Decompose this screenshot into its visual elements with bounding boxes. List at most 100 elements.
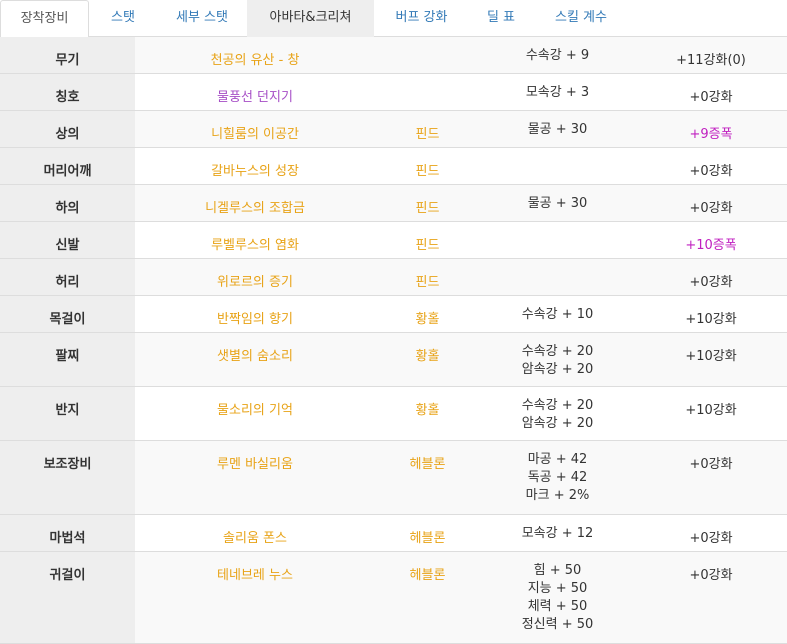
stat-line: 암속강 + 20 xyxy=(521,362,594,377)
table-row: 목걸이 반짝임의 향기 황홀 수속강 + 10 +10강화 xyxy=(0,296,787,333)
enhance-level: +0강화 xyxy=(689,164,733,179)
enhance-level: +0강화 xyxy=(689,531,733,546)
item-stats xyxy=(480,148,635,158)
stat-line: 마크 + 2% xyxy=(525,488,590,503)
table-row: 신발 루벨루스의 염화 핀드 +10증폭 xyxy=(0,222,787,259)
item-type: 핀드 xyxy=(415,127,440,142)
item-type xyxy=(375,37,480,49)
stat-line: 정신력 + 50 xyxy=(521,617,594,632)
stat-line: 독공 + 42 xyxy=(527,470,588,485)
stat-line: 모속강 + 3 xyxy=(525,85,590,100)
table-row: 하의 니겔루스의 조합금 핀드 물공 + 30 +0강화 xyxy=(0,185,787,222)
enhance-level: +10강화 xyxy=(685,312,737,327)
enhance-level: +0강화 xyxy=(689,275,733,290)
item-stats: 물공 + 30 xyxy=(480,111,635,139)
table-row: 팔찌 샛별의 숨소리 황홀 수속강 + 20 암속강 + 20 +10강화 xyxy=(0,333,787,387)
item-name: 천공의 유산 - 창 xyxy=(210,53,300,68)
tab-buff-enhance[interactable]: 버프 강화 xyxy=(395,10,448,25)
item-type: 황홀 xyxy=(415,403,440,418)
item-stats: 힘 + 50 지능 + 50 체력 + 50 정신력 + 50 xyxy=(480,552,635,634)
item-name: 루멘 바실리움 xyxy=(217,457,293,472)
slot-label: 귀걸이 xyxy=(0,552,135,643)
table-row: 허리 위로르의 증기 핀드 +0강화 xyxy=(0,259,787,296)
stat-line: 수속강 + 9 xyxy=(525,48,590,63)
item-name: 갈바누스의 성장 xyxy=(211,164,299,179)
item-name: 샛별의 숨소리 xyxy=(217,349,293,364)
item-stats: 수속강 + 9 xyxy=(480,37,635,65)
table-row: 칭호 물풍선 던지기 모속강 + 3 +0강화 xyxy=(0,74,787,111)
slot-label: 칭호 xyxy=(0,74,135,110)
enhance-level: +0강화 xyxy=(689,568,733,583)
slot-label: 허리 xyxy=(0,259,135,295)
slot-label: 마법석 xyxy=(0,515,135,551)
slot-label: 신발 xyxy=(0,222,135,258)
slot-label: 보조장비 xyxy=(0,441,135,514)
item-type: 핀드 xyxy=(415,275,440,290)
stat-line: 암속강 + 20 xyxy=(521,416,594,431)
slot-label: 팔찌 xyxy=(0,333,135,386)
item-stats: 수속강 + 20 암속강 + 20 xyxy=(480,387,635,433)
item-name: 솔리움 폰스 xyxy=(223,531,287,546)
item-name: 니겔루스의 조합금 xyxy=(205,201,305,216)
stat-line: 힘 + 50 xyxy=(533,563,582,578)
item-stats xyxy=(480,259,635,269)
stat-line: 물공 + 30 xyxy=(527,122,588,137)
enhance-level: +0강화 xyxy=(689,457,733,472)
stat-line: 마공 + 42 xyxy=(527,452,588,467)
item-stats: 물공 + 30 xyxy=(480,185,635,213)
tab-bar: 장착장비 스탯 세부 스탯 아바타&크리쳐 버프 강화 딜 표 스킬 계수 xyxy=(0,0,787,38)
table-row: 무기 천공의 유산 - 창 수속강 + 9 +11강화(0) xyxy=(0,37,787,74)
slot-label: 목걸이 xyxy=(0,296,135,332)
item-name: 반짝임의 향기 xyxy=(217,312,293,327)
stat-line: 수속강 + 10 xyxy=(521,307,594,322)
item-name: 위로르의 증기 xyxy=(217,275,293,290)
tab-equipment[interactable]: 장착장비 xyxy=(0,0,89,38)
slot-label: 무기 xyxy=(0,37,135,73)
item-type: 헤블론 xyxy=(409,457,446,472)
item-stats: 모속강 + 3 xyxy=(480,74,635,102)
table-row: 보조장비 루멘 바실리움 헤블론 마공 + 42 독공 + 42 마크 + 2% +0강화 xyxy=(0,441,787,515)
item-stats: 수속강 + 20 암속강 + 20 xyxy=(480,333,635,379)
stat-line: 수속강 + 20 xyxy=(521,344,594,359)
tab-avatar-creature[interactable]: 아바타&크리쳐 xyxy=(247,0,374,37)
item-type xyxy=(375,74,480,86)
table-row: 머리어깨 갈바누스의 성장 핀드 +0강화 xyxy=(0,148,787,185)
item-type: 핀드 xyxy=(415,201,440,216)
item-type: 황홀 xyxy=(415,312,440,327)
item-type: 핀드 xyxy=(415,164,440,179)
item-stats xyxy=(480,222,635,232)
enhance-level: +0강화 xyxy=(689,90,733,105)
tab-skill-coeff[interactable]: 스킬 계수 xyxy=(555,10,607,25)
stat-line: 수속강 + 20 xyxy=(521,398,594,413)
tab-detail-stats[interactable]: 세부 스탯 xyxy=(176,10,228,25)
table-row: 반지 물소리의 기억 황홀 수속강 + 20 암속강 + 20 +10강화 xyxy=(0,387,787,441)
enhance-level: +10강화 xyxy=(685,403,737,418)
slot-label: 머리어깨 xyxy=(0,148,135,184)
item-name: 물소리의 기억 xyxy=(217,403,293,418)
slot-label: 반지 xyxy=(0,387,135,440)
item-stats: 마공 + 42 독공 + 42 마크 + 2% xyxy=(480,441,635,505)
equipment-table: 무기 천공의 유산 - 창 수속강 + 9 +11강화(0) 칭호 물풍선 던지기 모속강 … xyxy=(0,37,787,644)
table-row: 귀걸이 테네브레 누스 헤블론 힘 + 50 지능 + 50 체력 + 50 정신력 + 5… xyxy=(0,552,787,644)
table-row: 마법석 솔리움 폰스 헤블론 모속강 + 12 +0강화 xyxy=(0,515,787,552)
enhance-level: +10증폭 xyxy=(685,238,737,253)
enhance-level: +10강화 xyxy=(685,349,737,364)
table-row: 상의 니힐룸의 이공간 핀드 물공 + 30 +9증폭 xyxy=(0,111,787,148)
stat-line: 물공 + 30 xyxy=(527,196,588,211)
slot-label: 상의 xyxy=(0,111,135,147)
tab-stats[interactable]: 스탯 xyxy=(111,10,135,25)
item-name: 테네브레 누스 xyxy=(217,568,293,583)
item-name: 물풍선 던지기 xyxy=(217,90,293,105)
stat-line: 체력 + 50 xyxy=(527,599,588,614)
item-stats: 수속강 + 10 xyxy=(480,296,635,324)
item-name: 루벨루스의 염화 xyxy=(211,238,299,253)
item-type: 황홀 xyxy=(415,349,440,364)
item-type: 헤블론 xyxy=(409,531,446,546)
item-type: 헤블론 xyxy=(409,568,446,583)
slot-label: 하의 xyxy=(0,185,135,221)
item-type: 핀드 xyxy=(415,238,440,253)
item-stats: 모속강 + 12 xyxy=(480,515,635,543)
enhance-level: +11강화(0) xyxy=(676,53,746,68)
tab-damage-table[interactable]: 딜 표 xyxy=(486,10,516,25)
enhance-level: +9증폭 xyxy=(689,127,733,142)
